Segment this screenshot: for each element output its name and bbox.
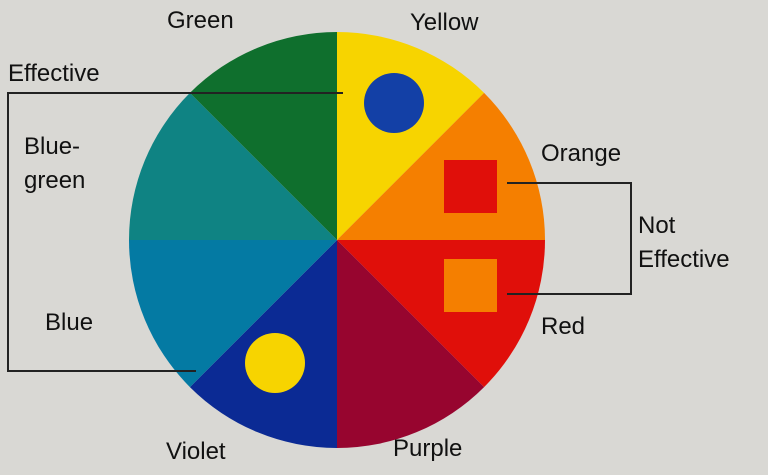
segment-blue-green: [129, 92, 337, 240]
label-blue: Blue: [45, 309, 94, 336]
label-not-effective-line1: Not: [638, 212, 676, 239]
red-square-marker: [444, 160, 497, 213]
segment-green: [189, 32, 337, 240]
label-not-effective-line2: Effective: [638, 246, 730, 273]
label-blue-green-line2: green: [24, 167, 86, 194]
wheel-segments: [129, 32, 545, 448]
label-green: Green: [167, 7, 234, 34]
label-purple: Purple: [393, 435, 463, 462]
label-red: Red: [541, 313, 586, 340]
blue-circle-marker: [364, 73, 424, 133]
effective-bracket: [7, 92, 343, 372]
label-effective: Effective: [8, 60, 100, 87]
label-orange: Orange: [541, 140, 622, 167]
orange-square-marker: [444, 259, 497, 312]
yellow-circle-marker: [245, 333, 305, 393]
label-violet: Violet: [166, 438, 226, 465]
not-effective-bracket: [507, 182, 632, 295]
label-not-effective: Not Effective: [638, 209, 730, 277]
label-blue-green: Blue- green: [24, 130, 85, 198]
label-blue-green-line1: Blue-: [24, 133, 81, 160]
segment-blue: [129, 240, 337, 388]
label-yellow: Yellow: [410, 9, 479, 36]
segment-purple: [337, 240, 485, 448]
